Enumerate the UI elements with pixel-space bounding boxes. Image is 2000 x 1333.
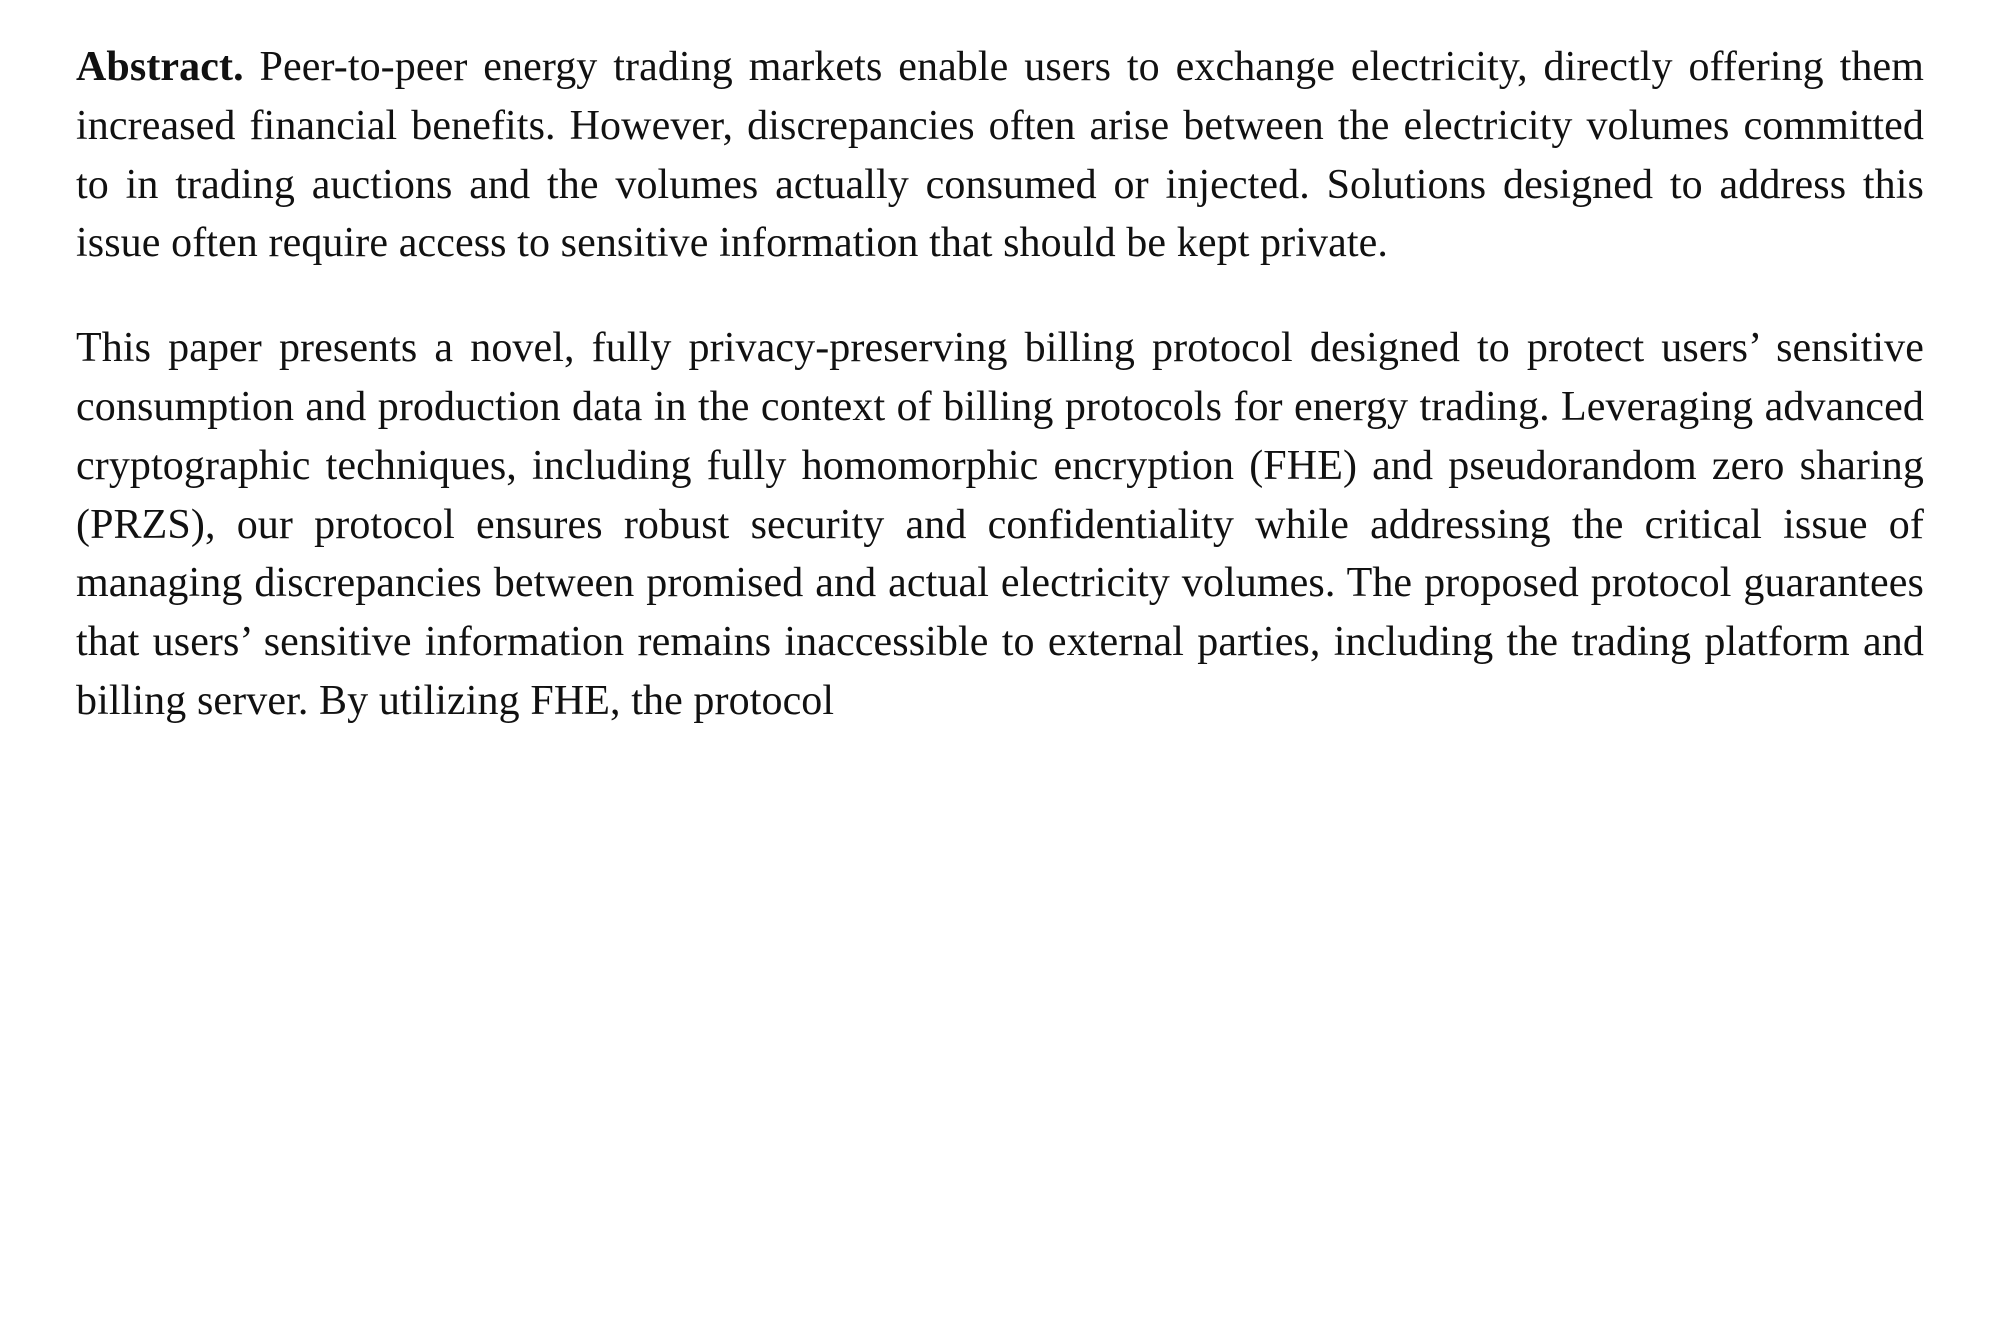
abstract-paragraph-1: Abstract. Peer-to-peer energy trading ma… [76,38,1924,273]
abstract-text-1: Peer-to-peer energy trading markets enab… [76,44,1924,266]
abstract-page: Abstract. Peer-to-peer energy trading ma… [0,0,2000,1333]
abstract-label: Abstract. [76,44,244,90]
abstract-paragraph-2: This paper presents a novel, fully priva… [76,319,1924,731]
